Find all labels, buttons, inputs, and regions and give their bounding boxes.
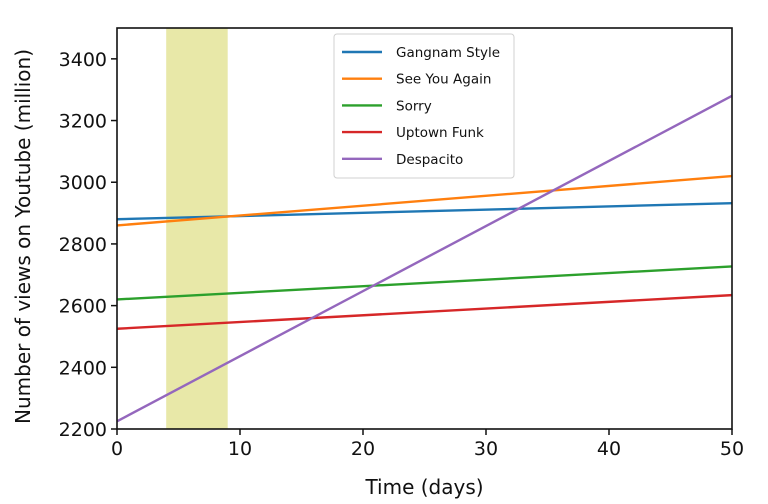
x-tick-label: 30 <box>474 438 498 460</box>
legend-label: Sorry <box>396 98 432 114</box>
series-layer <box>116 94 733 423</box>
y-tick-label: 3200 <box>59 111 107 133</box>
series-line-see-you-again <box>116 174 733 227</box>
series-line-despacito <box>116 94 733 423</box>
y-tick-label: 2800 <box>59 234 107 256</box>
legend-item: Despacito <box>342 152 463 168</box>
legend: Gangnam Style See You Again Sorry Uptown Fu… <box>333 33 515 179</box>
x-tick-label: 0 <box>111 438 123 460</box>
y-tick-label: 3000 <box>59 172 107 194</box>
y-tick-label: 2600 <box>59 296 107 318</box>
legend-item: Uptown Funk <box>342 125 484 141</box>
highlight-span-layer <box>166 28 228 429</box>
legend-item: Gangnam Style <box>342 45 500 61</box>
highlight-span <box>166 28 228 429</box>
plot-frame <box>116 27 733 430</box>
x-axis: 0 10 20 30 40 50 <box>111 429 744 460</box>
legend-item: See You Again <box>342 72 491 88</box>
y-axis: 2200 2400 2600 2800 3000 3200 3400 <box>59 49 117 441</box>
series-line-uptown-funk <box>116 293 733 330</box>
x-tick-label: 10 <box>228 438 252 460</box>
legend-box <box>333 33 515 179</box>
x-tick-label: 50 <box>720 438 744 460</box>
legend-item: Sorry <box>342 98 432 114</box>
y-tick-label: 2400 <box>59 357 107 379</box>
series-line-sorry <box>116 265 733 301</box>
x-tick-label: 20 <box>351 438 375 460</box>
x-axis-label: Time (days) <box>364 475 483 499</box>
legend-label: Uptown Funk <box>396 125 484 141</box>
y-tick-label: 2200 <box>59 419 107 441</box>
legend-label: Despacito <box>396 152 463 168</box>
legend-label: Gangnam Style <box>396 45 500 61</box>
legend-label: See You Again <box>396 72 491 88</box>
y-axis-label: Number of views on Youtube (million) <box>11 49 35 424</box>
x-tick-label: 40 <box>597 438 621 460</box>
y-tick-label: 3400 <box>59 49 107 71</box>
